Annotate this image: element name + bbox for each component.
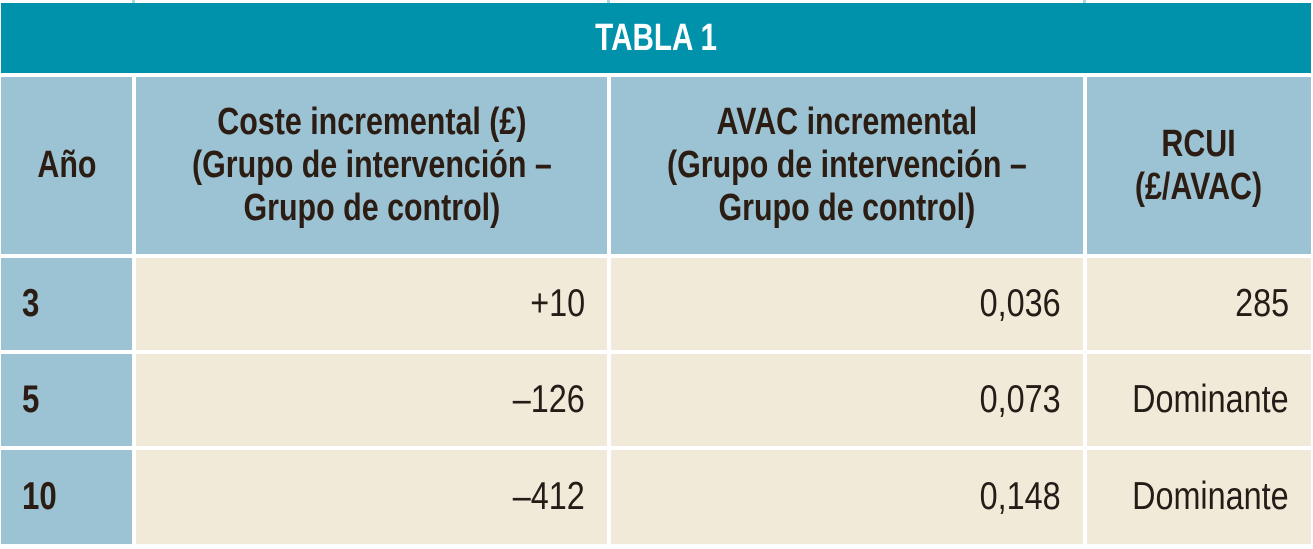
row-header-year: 5: [1, 354, 132, 446]
column-border-tick: [1083, 0, 1086, 3]
year-value: 10: [22, 475, 57, 518]
cell-incremental-avac: 0,073: [611, 354, 1083, 446]
rcui-value: Dominante: [1132, 378, 1289, 421]
cell-incremental-avac: 0,036: [611, 258, 1083, 350]
column-border-tick: [607, 0, 610, 3]
rcui-value: 285: [1234, 282, 1289, 325]
incremental-avac-value: 0,073: [979, 378, 1061, 421]
row-header-year: 3: [1, 258, 132, 350]
cell-incremental-avac: 0,148: [611, 450, 1083, 544]
table-title: TABLA 1: [595, 16, 717, 59]
column-border-tick: [132, 0, 135, 3]
column-header-line: AVAC incremental: [716, 101, 978, 143]
tabla-1: TABLA 1 Año Coste incremental (£) (Grupo…: [1, 3, 1311, 544]
column-header-ano: Año: [1, 77, 132, 254]
row-header-year: 10: [1, 450, 132, 544]
column-header-line: RCUI: [1161, 122, 1237, 165]
cell-incremental-cost: –126: [136, 354, 607, 446]
column-header-line: Coste incremental (£): [216, 101, 527, 143]
column-header-label: Año: [36, 144, 97, 186]
cell-rcui: Dominante: [1087, 450, 1311, 544]
incremental-cost-value: –126: [512, 378, 585, 421]
column-header-line: (£/AVAC): [1135, 165, 1263, 208]
column-header-rcui: RCUI (£/AVAC): [1087, 77, 1311, 254]
table-title-band: TABLA 1: [1, 3, 1311, 73]
cell-incremental-cost: –412: [136, 450, 607, 544]
column-header-avac-incremental: AVAC incremental (Grupo de intervención …: [611, 77, 1083, 254]
column-header-line: Grupo de control): [718, 187, 976, 229]
cell-incremental-cost: +10: [136, 258, 607, 350]
column-header-line: Grupo de control): [243, 187, 500, 229]
year-value: 5: [22, 378, 40, 421]
incremental-cost-value: –412: [512, 475, 585, 518]
column-header-line: (Grupo de intervención –: [191, 144, 552, 186]
incremental-avac-value: 0,036: [979, 282, 1061, 325]
column-header-coste-incremental: Coste incremental (£) (Grupo de interven…: [136, 77, 607, 254]
year-value: 3: [22, 282, 40, 325]
cell-rcui: 285: [1087, 258, 1311, 350]
incremental-avac-value: 0,148: [979, 475, 1061, 518]
incremental-cost-value: +10: [530, 282, 585, 325]
column-header-line: (Grupo de intervención –: [667, 144, 1027, 186]
cell-rcui: Dominante: [1087, 354, 1311, 446]
rcui-value: Dominante: [1132, 475, 1289, 518]
